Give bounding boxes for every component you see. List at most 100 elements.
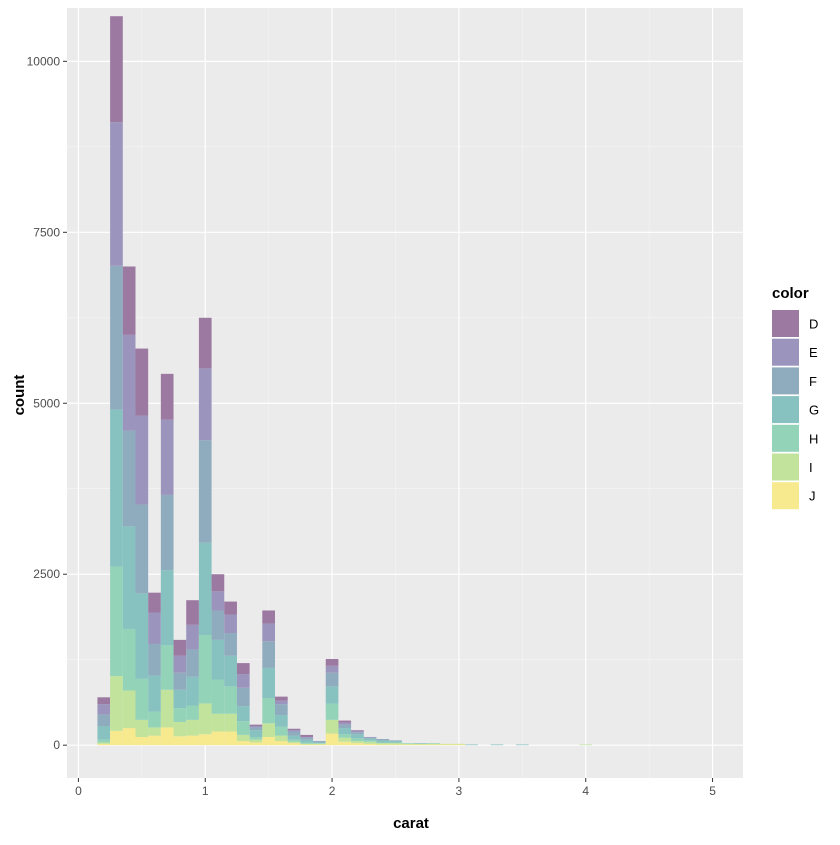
bar-segment-G [236,706,250,722]
bar-segment-E [287,730,301,732]
bar-segment-H [262,697,275,724]
bar-segment-G [148,675,161,712]
legend-label-G: G [809,403,819,418]
bar-segment-G [490,744,504,746]
bar-segment-G [287,735,301,740]
bar-segment-I [160,689,174,728]
bar-segment-J [389,744,402,746]
bar-segment-E [173,655,187,673]
bar-segment-F [211,610,225,640]
bar-segment-F [249,727,263,731]
legend-label-J: J [809,489,816,504]
bar-segment-F [275,704,288,716]
bar-segment-I [110,676,123,731]
bar-segment-I [135,719,149,737]
bar-segment-D [262,610,275,624]
y-tick-label: 7500 [33,225,60,239]
bar-segment-J [236,741,250,746]
bar-segment-G [249,730,263,737]
bar-segment-G [389,741,402,743]
y-tick-label: 5000 [33,396,60,410]
bar-segment-G [173,689,187,709]
bar-segment-G [275,715,288,727]
bar-segment-H [401,743,415,744]
bar-segment-F [287,731,301,736]
bar-segment-D [236,663,250,675]
bar-segment-J [110,730,123,746]
bar-segment-E [122,334,136,431]
legend-key-I [772,453,799,481]
bar-segment-J [313,744,326,746]
x-tick-label: 1 [202,784,209,798]
y-axis: 0 2500 5000 7500 10000 [27,54,67,752]
bar-segment-H [363,740,377,742]
bar-segment-I [376,743,390,745]
bar-segment-G [414,743,428,744]
bar-segment-I [389,743,402,745]
bar-segment-E [351,730,364,733]
bar-segment-E [300,736,314,738]
bar-segment-I [97,742,111,744]
bar-segment-D [122,266,136,335]
bar-segment-F [236,687,250,707]
bar-segment-E [160,419,174,495]
bar-segment-H [173,708,187,722]
legend-key-H [772,424,799,452]
y-axis-title: count [11,375,28,416]
bar-segment-I [414,743,428,745]
bar-segment-J [414,744,428,746]
bar-segment-F [325,672,339,687]
bar-segment-G [97,726,111,740]
bar-segment-J [186,735,199,746]
bar-segment-H [427,743,440,744]
bar-segment-J [97,743,111,746]
legend-label-H: H [809,431,818,446]
x-tick-label: 3 [456,784,463,798]
x-tick-label: 5 [709,784,716,798]
bar-segment-G [160,570,174,646]
bar-segment-J [401,744,415,746]
bar-segment-F [389,740,402,742]
bar-segment-G [338,728,352,735]
bar-segment-H [160,645,174,690]
bar-segment-H [351,738,364,742]
bar-segment-I [186,719,199,736]
bar-segment-G [300,739,314,743]
bar-segment-J [452,744,466,746]
bar-segment-H [236,721,250,735]
bar-segment-D [148,592,161,613]
bar-segment-D [325,659,339,666]
bar-segment-H [148,711,161,728]
bar-segment-E [186,624,199,650]
y-tick-label: 10000 [27,54,61,68]
bar-segment-H [389,742,402,744]
bar-segment-H [224,686,237,714]
bar-segment-H [211,679,225,714]
bar-segment-F [224,633,237,656]
bar-segment-E [135,415,149,505]
bar-segment-D [287,728,301,731]
bar-segment-H [287,739,301,742]
bar-segment-J [148,735,161,746]
bar-segment-D [300,734,314,737]
x-tick-label: 0 [75,784,82,798]
bar-segment-J [363,743,377,746]
bar-segment-E [148,612,161,644]
x-tick-label: 2 [329,784,336,798]
bar-segment-H [249,736,263,740]
bar-segment-J [160,727,174,746]
bar-segment-D [198,317,212,369]
bar-segment-J [376,744,390,746]
bar-segment-E [325,665,339,673]
bar-segment-H [300,742,314,744]
bar-segment-H [313,743,326,744]
bar-segment-D [110,16,123,123]
bar-segment-I [211,713,225,732]
minor-gridlines [67,8,743,778]
bar-segment-G [110,409,123,567]
bar-segment-F [135,504,149,594]
legend-key-G [772,396,799,424]
bar-segment-D [275,696,288,701]
bar-segment-H [186,705,199,720]
